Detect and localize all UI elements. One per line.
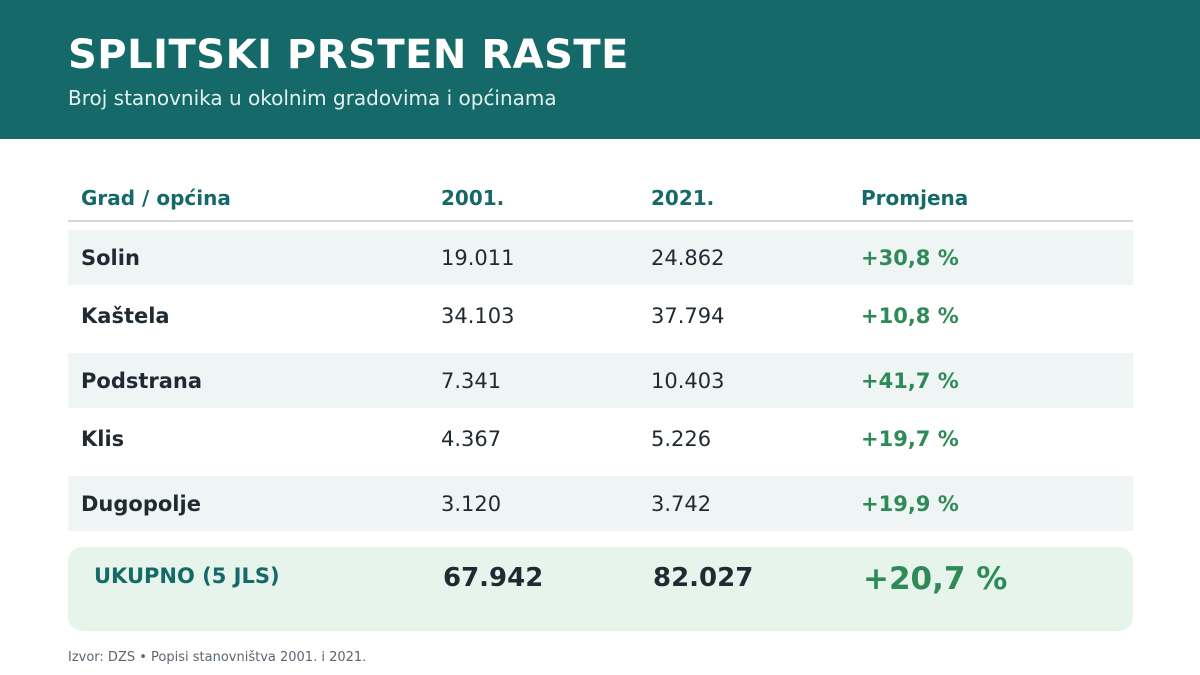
table-header: Grad / općina 2001. 2021. Promjena xyxy=(68,178,1133,222)
row-change: +10,8 % xyxy=(861,303,959,328)
total-row: UKUPNO (5 JLS) 67.942 82.027 +20,7 % xyxy=(68,547,1133,631)
total-label: UKUPNO (5 JLS) xyxy=(94,564,280,588)
row-value-2021: 5.226 xyxy=(651,426,712,451)
header-banner: SPLITSKI PRSTEN RASTE Broj stanovnika u … xyxy=(0,0,1200,139)
row-value-2021: 24.862 xyxy=(651,245,725,270)
total-change: +20,7 % xyxy=(863,561,1008,597)
page-title: SPLITSKI PRSTEN RASTE xyxy=(68,32,630,78)
row-value-2001: 4.367 xyxy=(441,426,502,451)
table-row: Klis 4.367 5.226 +19,7 % xyxy=(68,411,1133,466)
row-value-2001: 19.011 xyxy=(441,245,515,270)
total-value-2021: 82.027 xyxy=(653,563,754,593)
table-row: Podstrana 7.341 10.403 +41,7 % xyxy=(68,353,1133,408)
column-header-2021: 2021. xyxy=(651,186,715,210)
row-value-2021: 3.742 xyxy=(651,491,712,516)
table-row: Solin 19.011 24.862 +30,8 % xyxy=(68,230,1133,285)
row-value-2021: 37.794 xyxy=(651,303,725,328)
source-note: Izvor: DZS • Popisi stanovništva 2001. i… xyxy=(68,650,367,665)
column-header-name: Grad / općina xyxy=(81,186,231,210)
row-value-2001: 34.103 xyxy=(441,303,515,328)
row-value-2001: 7.341 xyxy=(441,368,502,393)
row-change: +41,7 % xyxy=(861,368,959,393)
row-name: Dugopolje xyxy=(81,491,201,516)
table-row: Kaštela 34.103 37.794 +10,8 % xyxy=(68,288,1133,343)
column-header-2001: 2001. xyxy=(441,186,505,210)
page-subtitle: Broj stanovnika u okolnim gradovima i op… xyxy=(68,86,557,110)
total-value-2001: 67.942 xyxy=(443,563,544,593)
row-name: Kaštela xyxy=(81,303,170,328)
row-change: +19,7 % xyxy=(861,426,959,451)
row-value-2001: 3.120 xyxy=(441,491,502,516)
row-change: +19,9 % xyxy=(861,491,959,516)
column-header-change: Promjena xyxy=(861,186,969,210)
row-name: Podstrana xyxy=(81,368,203,393)
row-name: Solin xyxy=(81,245,140,270)
row-change: +30,8 % xyxy=(861,245,959,270)
row-value-2021: 10.403 xyxy=(651,368,725,393)
table-row: Dugopolje 3.120 3.742 +19,9 % xyxy=(68,476,1133,531)
row-name: Klis xyxy=(81,426,125,451)
